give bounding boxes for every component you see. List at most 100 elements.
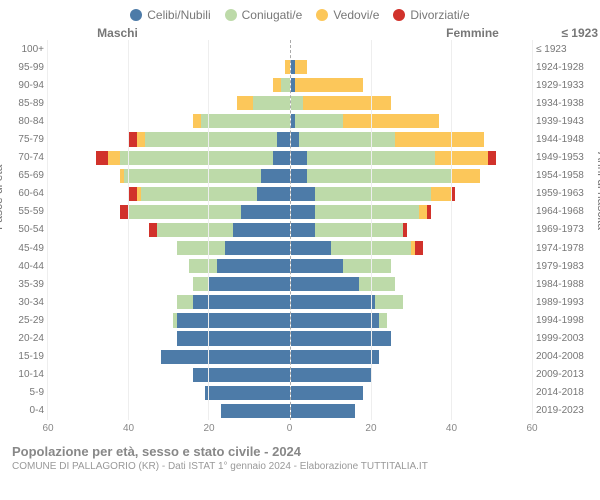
bar-segment xyxy=(201,114,290,128)
column-headers: Maschi Femmine ≤ 1923 xyxy=(0,26,600,40)
bar-segment xyxy=(273,78,281,92)
bar-segment xyxy=(149,223,157,237)
bar-row xyxy=(291,167,533,185)
bar-row xyxy=(48,167,290,185)
title-main: Popolazione per età, sesso e stato civil… xyxy=(12,444,600,459)
bar-segment xyxy=(291,368,371,382)
bar-segment xyxy=(177,331,290,345)
bar-row xyxy=(291,366,533,384)
bar-segment xyxy=(177,313,290,327)
legend-swatch xyxy=(225,9,237,21)
header-female: Femmine xyxy=(295,26,540,40)
age-label: 0-4 xyxy=(14,402,44,420)
age-label: 80-84 xyxy=(14,112,44,130)
bar-segment xyxy=(291,223,315,237)
bar-segment xyxy=(315,187,432,201)
bar-row xyxy=(48,76,290,94)
age-labels-column: 100+95-9990-9485-8980-8475-7970-7465-696… xyxy=(0,40,48,420)
legend-item: Celibi/Nubili xyxy=(130,8,210,22)
bar-row xyxy=(48,112,290,130)
header-male: Maschi xyxy=(50,26,295,40)
bar-segment xyxy=(253,96,289,110)
bar-segment xyxy=(359,277,395,291)
bar-segment xyxy=(395,132,484,146)
bar-segment xyxy=(427,205,431,219)
bar-segment xyxy=(241,205,289,219)
year-label: 1999-2003 xyxy=(536,330,586,348)
year-label: 2019-2023 xyxy=(536,402,586,420)
year-label: 1959-1963 xyxy=(536,185,586,203)
bar-segment xyxy=(129,132,137,146)
bar-segment xyxy=(291,277,359,291)
legend-swatch xyxy=(316,9,328,21)
bar-segment xyxy=(291,259,343,273)
bar-segment xyxy=(295,78,363,92)
bar-row xyxy=(291,112,533,130)
bar-segment xyxy=(237,96,253,110)
year-label: 1929-1933 xyxy=(536,76,586,94)
bar-segment xyxy=(120,205,128,219)
legend-item: Vedovi/e xyxy=(316,8,379,22)
year-label: 2004-2008 xyxy=(536,348,586,366)
chart-titles: Popolazione per età, sesso e stato civil… xyxy=(0,438,600,472)
age-label: 55-59 xyxy=(14,203,44,221)
bar-segment xyxy=(291,313,380,327)
y-axis-label-right: Anni di nascita xyxy=(595,152,600,230)
bar-segment xyxy=(291,241,331,255)
bar-row xyxy=(291,257,533,275)
bar-row xyxy=(48,149,290,167)
bar-row xyxy=(291,76,533,94)
bar-segment xyxy=(217,259,289,273)
bar-segment xyxy=(295,60,307,74)
age-label: 20-24 xyxy=(14,330,44,348)
age-label: 60-64 xyxy=(14,185,44,203)
age-label: 45-49 xyxy=(14,239,44,257)
bar-row xyxy=(291,293,533,311)
bar-segment xyxy=(331,241,411,255)
bar-segment xyxy=(96,151,108,165)
bar-segment xyxy=(291,404,355,418)
bar-segment xyxy=(303,96,392,110)
year-label: 1979-1983 xyxy=(536,257,586,275)
population-pyramid-chart: Celibi/NubiliConiugati/eVedovi/eDivorzia… xyxy=(0,0,600,500)
bar-segment xyxy=(291,205,315,219)
bar-segment xyxy=(193,295,290,309)
year-label: 1964-1968 xyxy=(536,203,586,221)
year-label: 1944-1948 xyxy=(536,130,586,148)
bar-segment xyxy=(291,187,315,201)
age-label: 30-34 xyxy=(14,293,44,311)
bar-segment xyxy=(291,132,299,146)
bar-segment xyxy=(120,151,273,165)
bar-segment xyxy=(141,187,258,201)
year-label: 1939-1943 xyxy=(536,112,586,130)
bar-row xyxy=(48,40,290,58)
legend-label: Celibi/Nubili xyxy=(147,8,210,22)
bar-row xyxy=(291,185,533,203)
age-label: 75-79 xyxy=(14,130,44,148)
bar-segment xyxy=(209,277,289,291)
bar-row xyxy=(291,330,533,348)
age-label: 50-54 xyxy=(14,221,44,239)
bar-segment xyxy=(145,132,278,146)
year-labels-column: ≤ 19231924-19281929-19331934-19381939-19… xyxy=(532,40,600,420)
bar-segment xyxy=(375,295,403,309)
plot-area: Fasce di età Anni di nascita 100+95-9990… xyxy=(0,40,600,420)
bar-row xyxy=(48,257,290,275)
bar-segment xyxy=(161,350,290,364)
bar-row xyxy=(48,58,290,76)
bar-row xyxy=(291,239,533,257)
year-label: 2014-2018 xyxy=(536,384,586,402)
age-label: 70-74 xyxy=(14,149,44,167)
bar-segment xyxy=(419,205,427,219)
bar-segment xyxy=(225,241,289,255)
bar-segment xyxy=(193,368,290,382)
bar-segment xyxy=(435,151,487,165)
legend-label: Divorziati/e xyxy=(410,8,469,22)
bar-segment xyxy=(299,132,396,146)
bar-segment xyxy=(291,350,380,364)
bar-segment xyxy=(295,114,343,128)
bar-row xyxy=(291,275,533,293)
male-bars: 0204060 xyxy=(48,40,291,420)
bar-segment xyxy=(431,187,451,201)
bar-segment xyxy=(137,132,145,146)
